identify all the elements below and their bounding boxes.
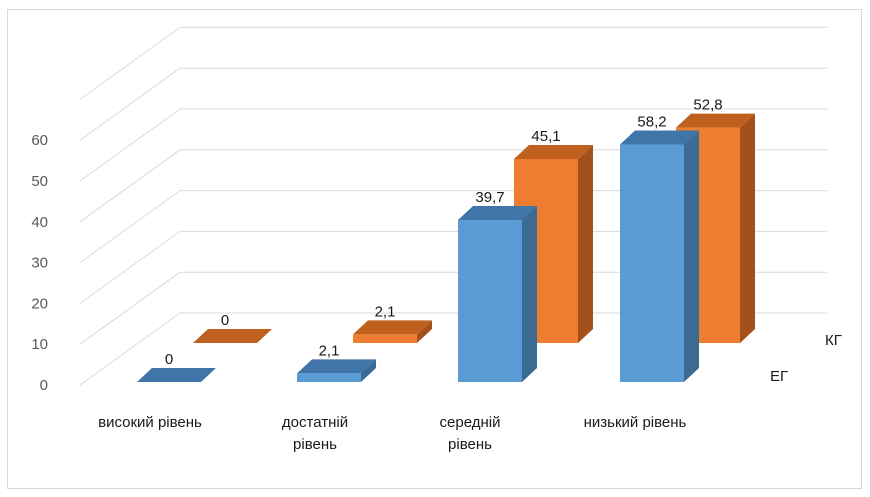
bar-side xyxy=(740,113,755,344)
series-label-kg: КГ xyxy=(825,332,842,349)
bar-eg xyxy=(137,368,216,382)
bar-side xyxy=(522,206,537,382)
bar-kg xyxy=(353,320,432,343)
bar-side xyxy=(417,320,432,343)
y-tick-label: 50 xyxy=(31,173,48,190)
y-tick-label: 10 xyxy=(31,336,48,353)
category-label: достатній xyxy=(282,414,348,431)
gridline-diag xyxy=(79,26,181,100)
gridline-diag xyxy=(79,271,181,345)
bar-front xyxy=(620,144,684,382)
category-label: рівень xyxy=(448,436,492,453)
bar-top xyxy=(137,368,216,382)
data-label: 45,1 xyxy=(531,128,560,145)
bar-front xyxy=(353,334,417,343)
y-tick-label: 40 xyxy=(31,214,48,231)
data-label: 52,8 xyxy=(693,97,722,114)
gridline-diag xyxy=(79,312,181,386)
y-tick-label: 0 xyxy=(40,377,48,394)
bar-side xyxy=(578,144,593,343)
gridline-diag xyxy=(79,190,181,264)
bar-top xyxy=(297,359,376,374)
gridline-diag xyxy=(79,230,181,304)
bar-eg xyxy=(297,359,376,382)
bar-top xyxy=(676,113,755,128)
bar-front xyxy=(458,220,522,382)
gridline-diag xyxy=(79,67,181,141)
bar-eg xyxy=(458,206,537,382)
bar-top xyxy=(620,130,699,145)
gridline-diag xyxy=(79,108,181,182)
bar-side xyxy=(684,130,699,382)
data-label: 0 xyxy=(165,351,173,368)
gridline-diag xyxy=(79,149,181,223)
data-label: 58,2 xyxy=(637,114,666,131)
y-tick-label: 20 xyxy=(31,295,48,312)
data-label: 2,1 xyxy=(375,303,396,320)
y-tick-label: 30 xyxy=(31,255,48,272)
data-label: 0 xyxy=(221,312,229,329)
category-label: низький рівень xyxy=(584,414,687,431)
bar-top xyxy=(514,144,593,159)
bar-eg xyxy=(620,130,699,382)
category-label: середній xyxy=(440,414,501,431)
category-label: рівень xyxy=(293,436,337,453)
series-label-eg: ЕГ xyxy=(770,368,788,385)
bar-front xyxy=(297,373,361,382)
y-tick-label: 60 xyxy=(31,132,48,149)
data-label: 39,7 xyxy=(475,189,504,206)
bar-top xyxy=(353,320,432,335)
bar-top xyxy=(458,206,537,221)
bar-top xyxy=(193,329,272,343)
data-label: 2,1 xyxy=(319,342,340,359)
bar-side xyxy=(361,359,376,382)
bar-kg xyxy=(193,329,272,343)
category-label: високий рівень xyxy=(98,414,202,431)
